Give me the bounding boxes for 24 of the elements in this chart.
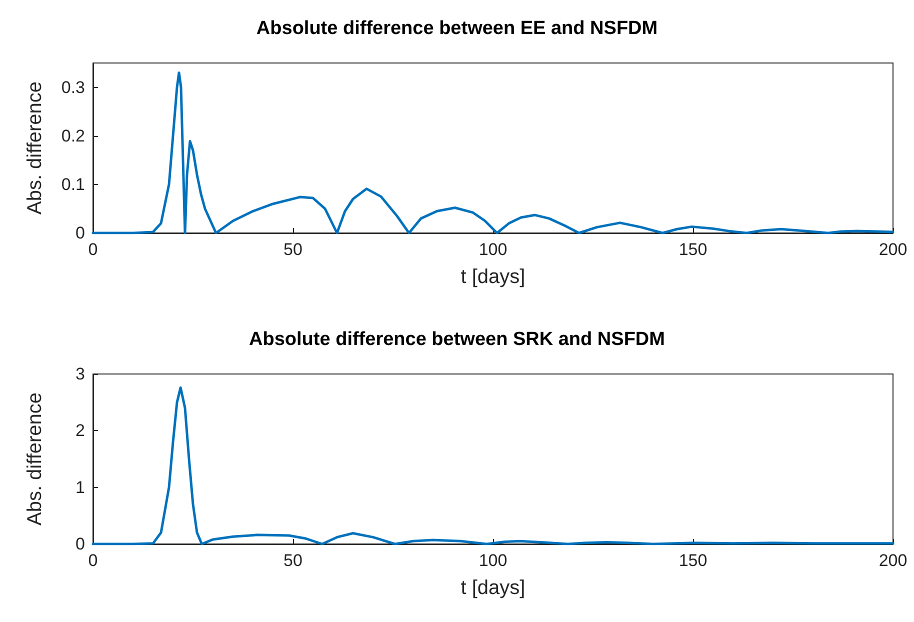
x-tick-label: 150: [678, 240, 708, 259]
x-tick-label: 200: [878, 551, 908, 570]
y-tick-label: 0.2: [61, 126, 85, 146]
y-axis-title: Abs. difference: [24, 81, 46, 215]
x-axis-title: t [days]: [460, 577, 526, 599]
x-tick-label: 150: [678, 551, 708, 570]
x-axis-title: t [days]: [460, 266, 526, 288]
x-tick-label: 0: [88, 240, 98, 259]
y-tick-label: 1: [76, 478, 85, 497]
x-tick-label: 0: [88, 551, 98, 570]
x-tick-label: 50: [284, 240, 302, 259]
x-tick-label: 100: [478, 551, 508, 570]
y-tick-label: 3: [76, 364, 85, 384]
y-tick-label: 2: [76, 421, 85, 440]
y-tick-label: 0: [76, 224, 85, 242]
y-tick-label: 0: [76, 534, 85, 554]
y-tick-label: 0.3: [61, 78, 85, 97]
x-tick-label: 50: [284, 551, 302, 570]
x-tick-label: 100: [478, 240, 508, 259]
y-axis-title: Abs. difference: [24, 392, 46, 526]
chart-title: Absolute difference between EE and NSFDM: [256, 18, 658, 39]
y-tick-label: 0.1: [61, 174, 85, 194]
chart-title: Absolute difference between SRK and NSFDM: [249, 329, 665, 350]
x-tick-label: 200: [878, 240, 908, 259]
